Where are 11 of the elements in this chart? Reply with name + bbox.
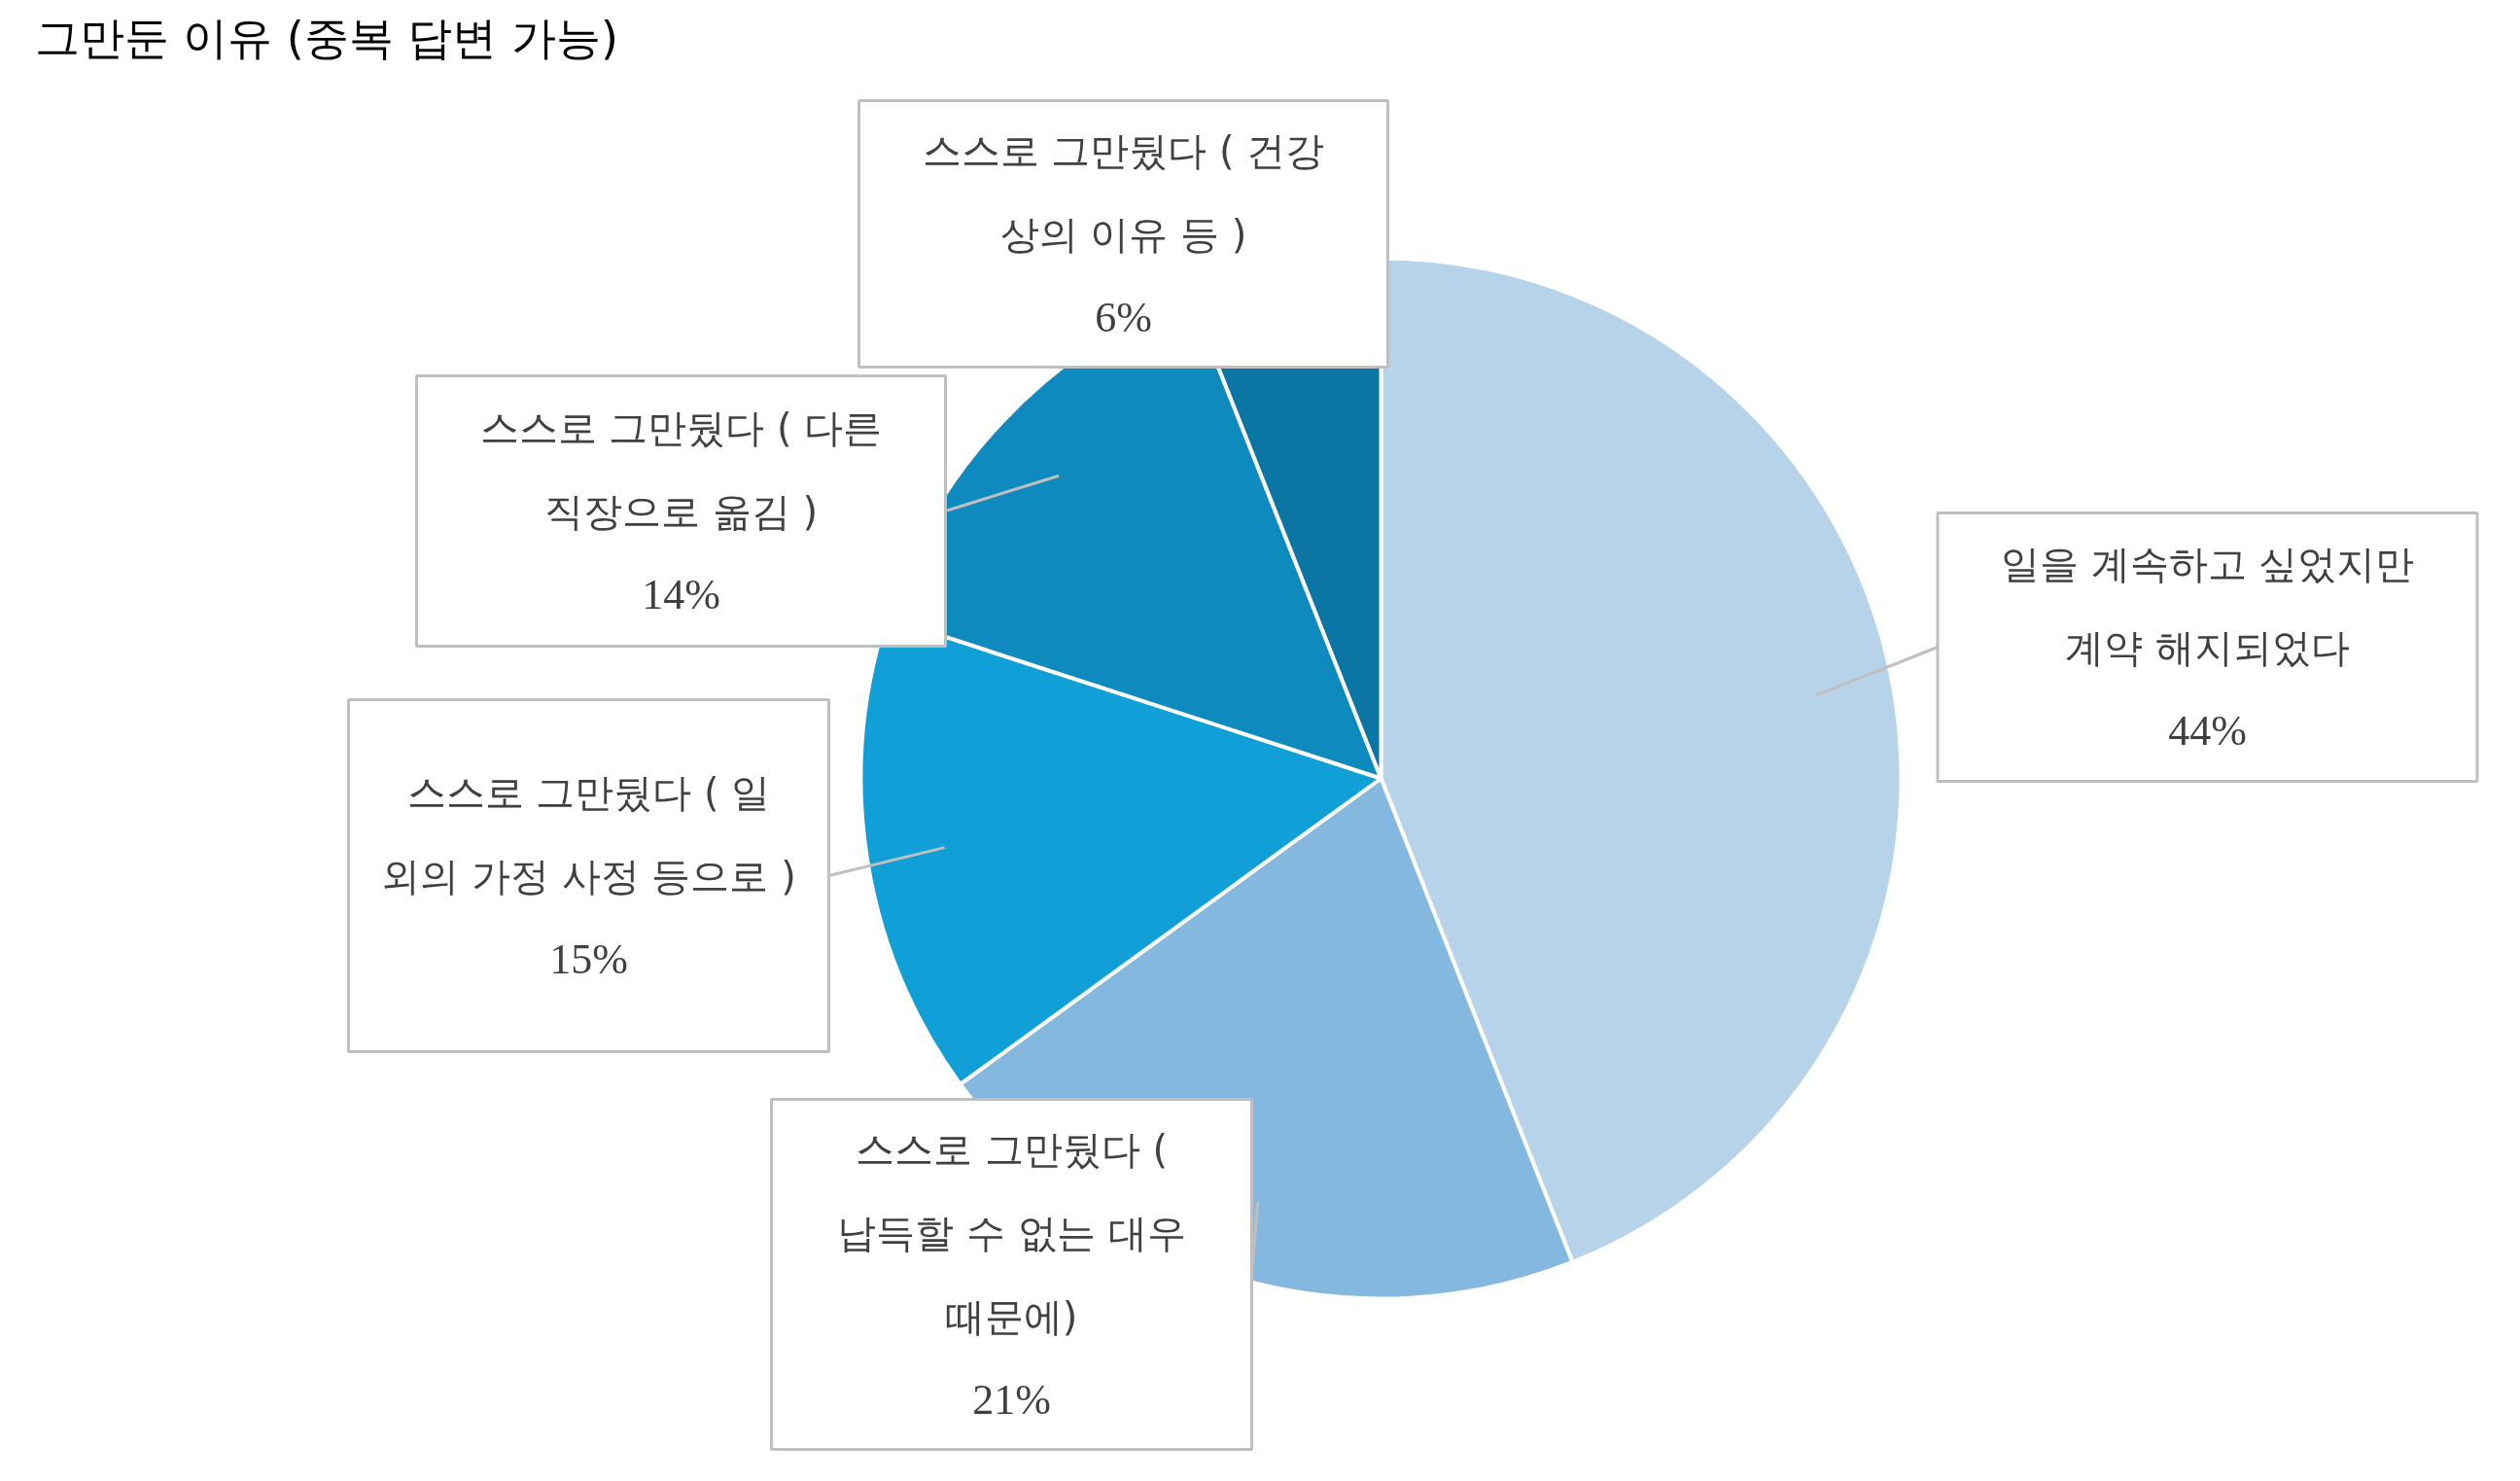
data-label: 15%: [549, 935, 628, 983]
data-label: 14%: [642, 571, 720, 618]
chart-title: 그만둔 이유 (중복 답변 가능): [34, 11, 618, 64]
slice-label: 스스로 그만뒀다 ( 다른 직장으로 옮김 ): [479, 405, 883, 534]
data-label: 21%: [972, 1376, 1051, 1424]
slice-label: 스스로 그만뒀다 ( 건강 상의 이유 등 ): [922, 127, 1325, 257]
slice-label: 스스로 그만뒀다 ( 일 외의 가정 사정 등으로 ): [381, 769, 796, 899]
data-label: 44%: [2168, 707, 2247, 755]
data-label: 6%: [1095, 294, 1152, 341]
slice-label: 일을 계속하고 싶었지만 계약 해지되었다: [2000, 541, 2415, 670]
slice-label: 스스로 그만뒀다 ( 납득할 수 없는 대우 때문에): [837, 1126, 1186, 1339]
